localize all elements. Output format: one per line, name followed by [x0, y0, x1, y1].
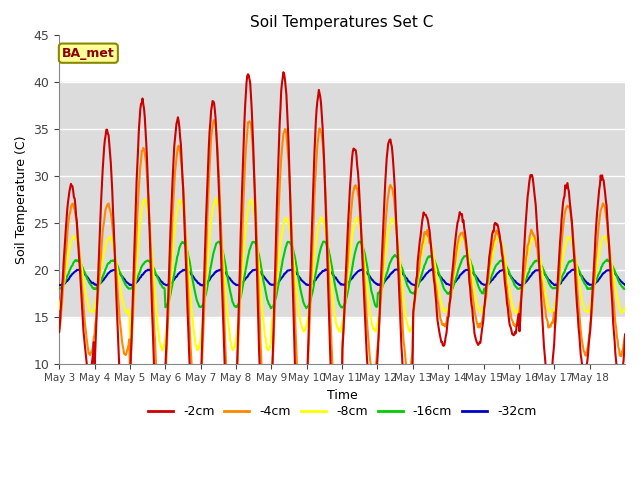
Y-axis label: Soil Temperature (C): Soil Temperature (C) — [15, 135, 28, 264]
Title: Soil Temperatures Set C: Soil Temperatures Set C — [250, 15, 434, 30]
Text: BA_met: BA_met — [62, 47, 115, 60]
Legend: -2cm, -4cm, -8cm, -16cm, -32cm: -2cm, -4cm, -8cm, -16cm, -32cm — [143, 400, 541, 423]
X-axis label: Time: Time — [326, 389, 358, 402]
Bar — [59, 82, 625, 317]
